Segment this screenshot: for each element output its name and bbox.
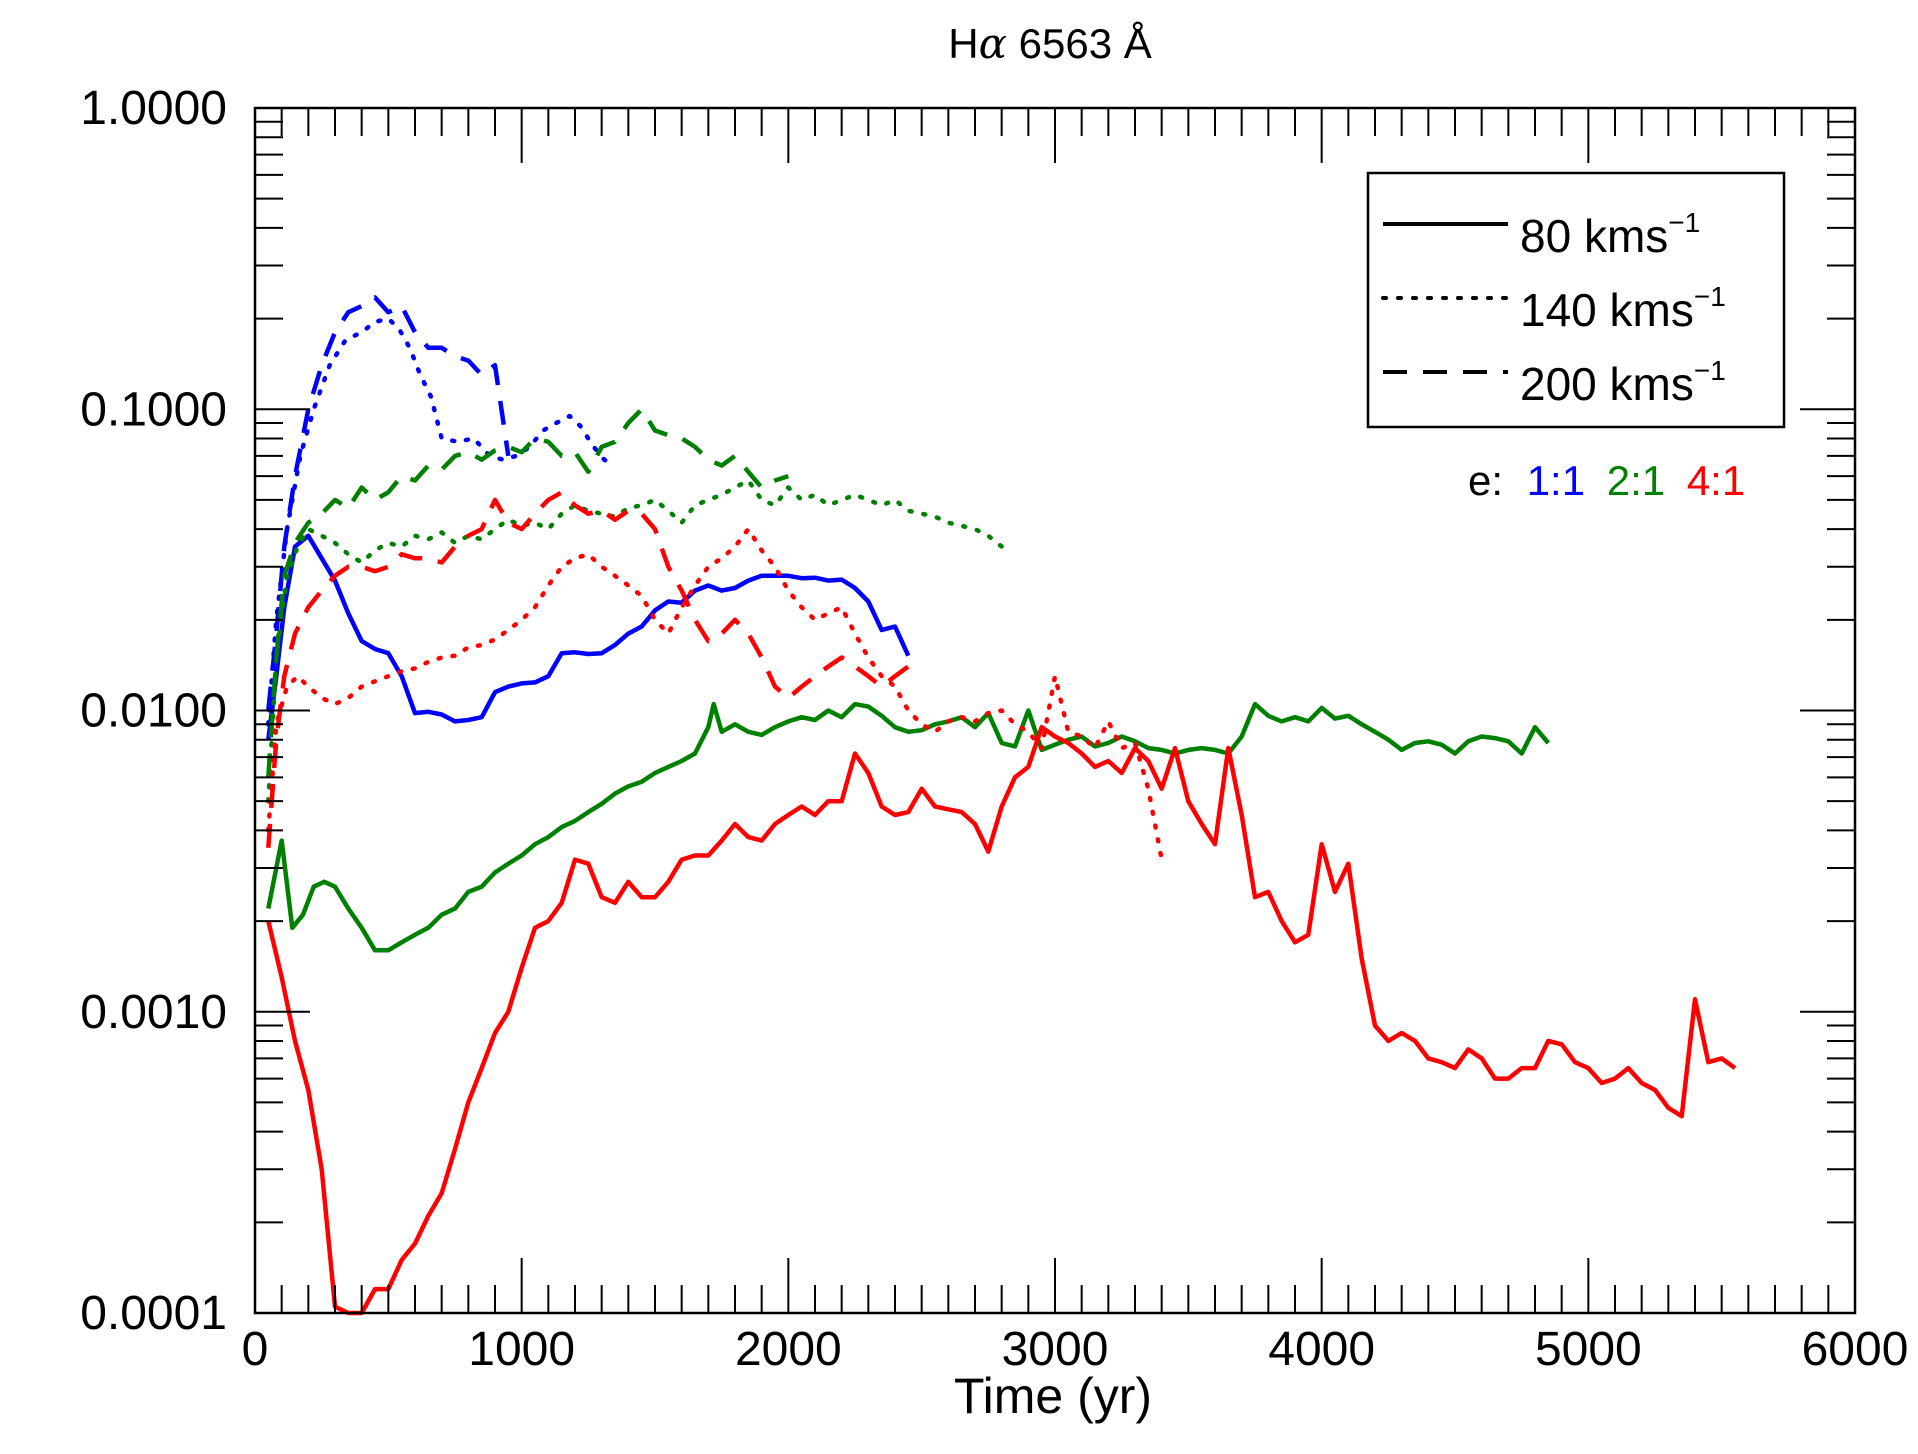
y-tick-label: 0.0010 (80, 986, 227, 1039)
legend-label-140-sup: −1 (1694, 281, 1726, 312)
x-tick-label: 2000 (735, 1323, 842, 1376)
x-tick-label: 0 (242, 1323, 269, 1376)
legend-label-80-sup: −1 (1668, 207, 1700, 238)
x-tick-label: 3000 (1002, 1323, 1109, 1376)
series-line (266, 533, 911, 740)
ratio-legend: e: 1:1 2:1 4:1 (1468, 457, 1745, 504)
series-line (266, 724, 1737, 1316)
legend-label-80-text: 80 kms (1520, 210, 1668, 262)
legend-box (1366, 171, 1786, 429)
legend-label-140-text: 140 kms (1520, 284, 1694, 336)
legend-label-140: 140 kms−1 (1520, 281, 1726, 336)
y-tick-label: 0.0001 (80, 1287, 227, 1340)
title-greek: α (979, 19, 1007, 68)
x-tick-label: 5000 (1535, 1323, 1642, 1376)
chart-title: Hα 6563 Å (948, 19, 1152, 68)
series-line (266, 490, 910, 848)
title-rest: 6563 Å (1007, 20, 1152, 67)
legend-label-200: 200 kms−1 (1520, 355, 1726, 410)
ratio-prefix: e: (1468, 457, 1503, 504)
axes-layer: 0 1000 2000 3000 4000 5000 6000 0.0001 0.0010 0.0… (80, 82, 1908, 1376)
series-line (266, 316, 618, 727)
ratio-1-1: 1:1 (1527, 457, 1585, 504)
series-layer (266, 295, 1737, 1316)
y-tick-label: 1.0000 (80, 82, 227, 135)
series-line (266, 478, 1004, 804)
series-line (266, 526, 1164, 862)
x-tick-label: 6000 (1802, 1323, 1909, 1376)
series-line (266, 295, 511, 711)
ratio-4-1: 4:1 (1687, 457, 1745, 504)
legend-label-200-sup: −1 (1694, 355, 1726, 386)
legend-label-200-text: 200 kms (1520, 358, 1694, 410)
x-axis-label: Time (yr) (954, 1368, 1152, 1424)
y-tick-label: 0.1000 (80, 383, 227, 436)
x-tick-label: 4000 (1268, 1323, 1375, 1376)
legend-label-80: 80 kms−1 (1520, 207, 1700, 262)
x-tick-label: 1000 (468, 1323, 575, 1376)
legend: 80 kms−1 140 kms−1 200 kms−1 (1366, 171, 1786, 429)
ratio-2-1: 2:1 (1607, 457, 1665, 504)
y-tick-label: 0.0100 (80, 685, 227, 738)
series-line (266, 407, 790, 778)
series-line (266, 701, 1551, 953)
title-main: H (948, 20, 978, 67)
